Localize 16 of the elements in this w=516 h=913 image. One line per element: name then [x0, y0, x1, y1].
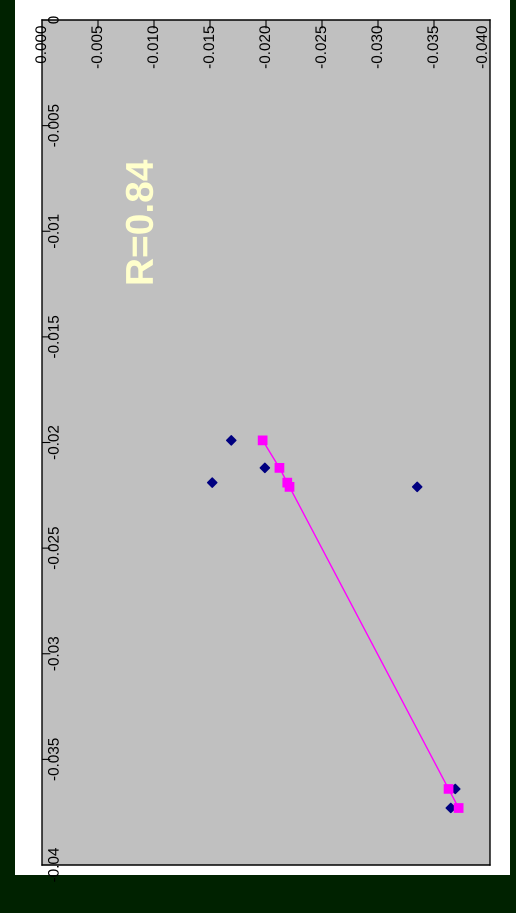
y-tick-label: -0.01 [48, 214, 59, 248]
x-tick-label: -0.005 [91, 26, 102, 68]
annotation: R=0.84 [126, 160, 154, 284]
x-tick-label: -0.030 [371, 26, 382, 68]
y-tick-label: -0.035 [48, 738, 59, 780]
x-tick-label: -0.040 [476, 26, 487, 68]
y-tick-label: -0.015 [48, 316, 59, 358]
x-tick-label: -0.015 [203, 26, 214, 68]
x-tick-label: -0.035 [427, 26, 438, 68]
x-tick-label: -0.010 [147, 26, 158, 68]
x-tick-label: -0.020 [259, 26, 270, 68]
x-tick-label: -0.025 [315, 26, 326, 68]
y-tick-label: -0.02 [48, 426, 59, 460]
y-tick-label: -0.025 [48, 527, 59, 570]
y-tick-label: -0.03 [48, 637, 59, 670]
y-tick-label: -0.005 [48, 104, 59, 147]
